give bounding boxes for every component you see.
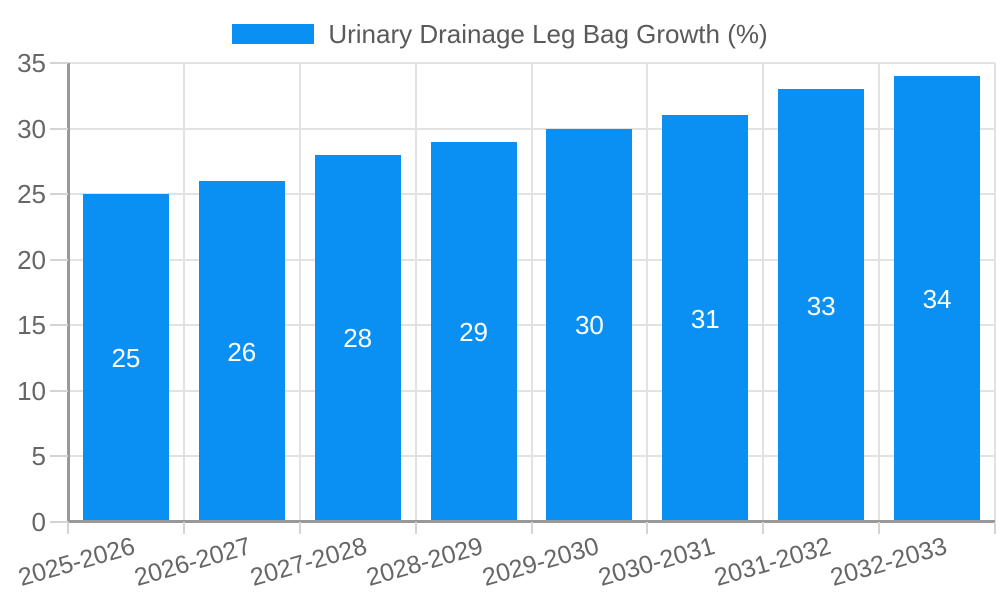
bar: [314, 154, 401, 522]
gridline-vertical: [182, 63, 185, 522]
gridline-vertical: [530, 63, 533, 522]
y-axis-label: 35: [17, 48, 46, 78]
gridline-vertical: [414, 63, 417, 522]
bar: [778, 89, 865, 522]
bar-value-label: 30: [574, 310, 604, 341]
x-axis-label: 2028-2029: [363, 532, 487, 592]
plot-area: 25 26 28 29 30 31 33 34: [67, 62, 996, 523]
x-axis-label: 2030-2031: [595, 532, 718, 592]
y-axis-tick: [50, 193, 68, 196]
x-axis-tick: [414, 522, 417, 534]
gridline-vertical: [762, 63, 765, 522]
y-axis-tick: [50, 324, 68, 327]
x-axis-tick: [182, 522, 185, 534]
gridline-vertical: [878, 63, 881, 522]
x-axis-tick: [530, 522, 533, 534]
bar: [894, 76, 981, 522]
y-axis-label: 20: [17, 244, 46, 275]
bar-value-label: 26: [227, 336, 257, 367]
x-axis-tick: [762, 522, 765, 534]
bar: [546, 128, 633, 522]
x-axis-label: 2027-2028: [247, 532, 371, 592]
bar-value-label: 34: [922, 284, 952, 315]
y-axis-label: 30: [17, 113, 46, 144]
y-axis-tick: [50, 455, 68, 458]
y-axis-tick: [50, 258, 68, 261]
x-axis-label: 2031-2032: [710, 532, 834, 592]
x-axis-tick: [646, 522, 649, 534]
x-axis-label: 2032-2033: [826, 532, 950, 592]
y-axis-tick: [50, 389, 68, 392]
y-axis-line: [67, 63, 70, 522]
y-axis-tick: [50, 62, 68, 64]
x-axis-tick: [878, 522, 881, 534]
gridline-vertical: [646, 63, 649, 522]
x-axis-tick: [298, 522, 301, 534]
bar: [662, 115, 749, 522]
bar-value-label: 31: [690, 303, 720, 334]
y-axis-tick: [50, 521, 68, 523]
y-axis-label: 15: [17, 310, 46, 341]
legend-swatch-icon: [232, 24, 315, 44]
bar: [82, 194, 169, 522]
bar-value-label: 29: [459, 316, 489, 347]
gridline-vertical: [994, 63, 996, 522]
x-axis-line: [68, 520, 995, 523]
legend-label: Urinary Drainage Leg Bag Growth (%): [328, 19, 768, 49]
x-axis-label: 2026-2027: [131, 532, 255, 592]
bar-value-label: 33: [806, 290, 836, 321]
x-axis-tick: [67, 522, 69, 534]
y-axis-tick: [50, 127, 68, 130]
bar-value-label: 25: [111, 343, 141, 374]
x-axis-label: 2025-2026: [15, 532, 139, 592]
bar: [198, 181, 285, 522]
gridline-vertical: [298, 63, 301, 522]
x-axis-tick: [994, 522, 996, 534]
bar-value-label: 28: [343, 323, 373, 354]
y-axis-label: 10: [17, 375, 46, 406]
legend[interactable]: Urinary Drainage Leg Bag Growth (%): [0, 21, 1000, 47]
bar: [430, 141, 517, 522]
x-axis-label: 2029-2030: [479, 532, 602, 592]
y-axis-label: 25: [17, 179, 46, 210]
y-axis-label: 5: [31, 441, 46, 472]
y-axis-label: 0: [31, 507, 46, 537]
